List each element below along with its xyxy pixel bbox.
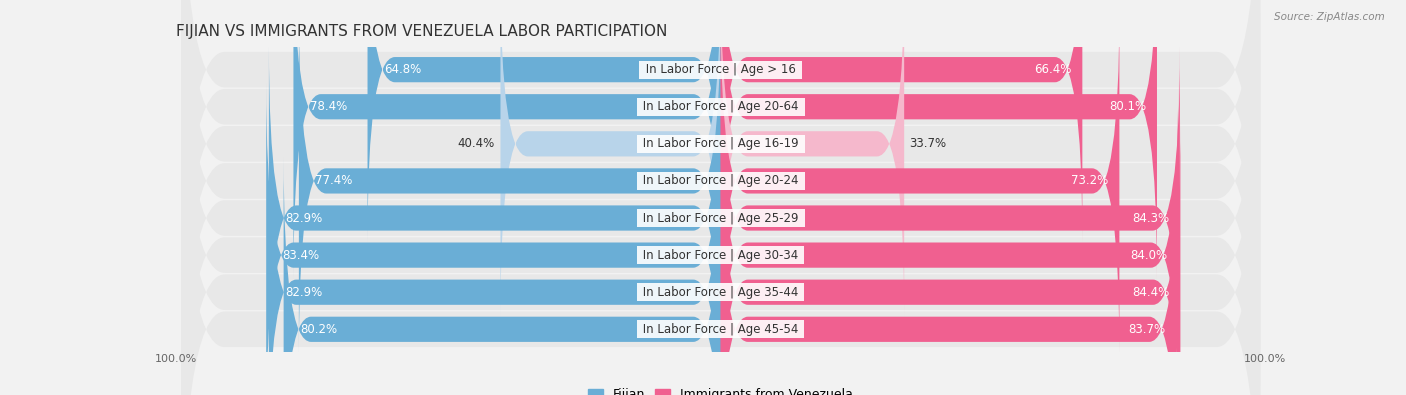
Text: 66.4%: 66.4% xyxy=(1033,63,1071,76)
FancyBboxPatch shape xyxy=(269,119,721,395)
FancyBboxPatch shape xyxy=(721,45,1180,391)
Text: 73.2%: 73.2% xyxy=(1071,175,1108,188)
Text: 84.0%: 84.0% xyxy=(1130,248,1167,261)
Text: 83.4%: 83.4% xyxy=(283,248,319,261)
Text: 80.1%: 80.1% xyxy=(1109,100,1146,113)
Text: FIJIAN VS IMMIGRANTS FROM VENEZUELA LABOR PARTICIPATION: FIJIAN VS IMMIGRANTS FROM VENEZUELA LABO… xyxy=(176,24,666,39)
Text: 33.7%: 33.7% xyxy=(910,137,946,150)
Legend: Fijian, Immigrants from Venezuela: Fijian, Immigrants from Venezuela xyxy=(583,383,858,395)
FancyBboxPatch shape xyxy=(266,82,721,395)
Text: 40.4%: 40.4% xyxy=(458,137,495,150)
FancyBboxPatch shape xyxy=(721,119,1181,395)
Text: 80.2%: 80.2% xyxy=(299,323,337,336)
FancyBboxPatch shape xyxy=(721,0,904,317)
FancyBboxPatch shape xyxy=(181,0,1260,386)
Text: Source: ZipAtlas.com: Source: ZipAtlas.com xyxy=(1274,12,1385,22)
FancyBboxPatch shape xyxy=(294,0,721,280)
FancyBboxPatch shape xyxy=(721,8,1119,354)
FancyBboxPatch shape xyxy=(299,8,721,354)
Text: In Labor Force | Age 16-19: In Labor Force | Age 16-19 xyxy=(638,137,803,150)
Text: 82.9%: 82.9% xyxy=(285,286,322,299)
FancyBboxPatch shape xyxy=(501,0,721,317)
Text: In Labor Force | Age 35-44: In Labor Force | Age 35-44 xyxy=(638,286,803,299)
Text: 82.9%: 82.9% xyxy=(285,211,322,224)
FancyBboxPatch shape xyxy=(181,51,1260,395)
FancyBboxPatch shape xyxy=(721,0,1157,280)
Text: In Labor Force | Age 20-24: In Labor Force | Age 20-24 xyxy=(638,175,803,188)
FancyBboxPatch shape xyxy=(181,0,1260,395)
Text: In Labor Force | Age 20-64: In Labor Force | Age 20-64 xyxy=(638,100,803,113)
Text: 64.8%: 64.8% xyxy=(384,63,422,76)
FancyBboxPatch shape xyxy=(181,0,1260,395)
FancyBboxPatch shape xyxy=(181,0,1260,395)
Text: 84.4%: 84.4% xyxy=(1132,286,1170,299)
FancyBboxPatch shape xyxy=(367,0,721,243)
FancyBboxPatch shape xyxy=(181,0,1260,395)
Text: 83.7%: 83.7% xyxy=(1129,323,1166,336)
FancyBboxPatch shape xyxy=(721,156,1177,395)
Text: In Labor Force | Age 25-29: In Labor Force | Age 25-29 xyxy=(638,211,803,224)
FancyBboxPatch shape xyxy=(721,0,1083,243)
FancyBboxPatch shape xyxy=(181,0,1260,348)
Text: In Labor Force | Age > 16: In Labor Force | Age > 16 xyxy=(641,63,800,76)
Text: 84.3%: 84.3% xyxy=(1132,211,1168,224)
Text: In Labor Force | Age 30-34: In Labor Force | Age 30-34 xyxy=(640,248,801,261)
FancyBboxPatch shape xyxy=(181,13,1260,395)
FancyBboxPatch shape xyxy=(269,45,721,391)
Text: In Labor Force | Age 45-54: In Labor Force | Age 45-54 xyxy=(638,323,803,336)
Text: 77.4%: 77.4% xyxy=(315,175,353,188)
FancyBboxPatch shape xyxy=(284,156,721,395)
FancyBboxPatch shape xyxy=(721,82,1178,395)
Text: 78.4%: 78.4% xyxy=(309,100,347,113)
